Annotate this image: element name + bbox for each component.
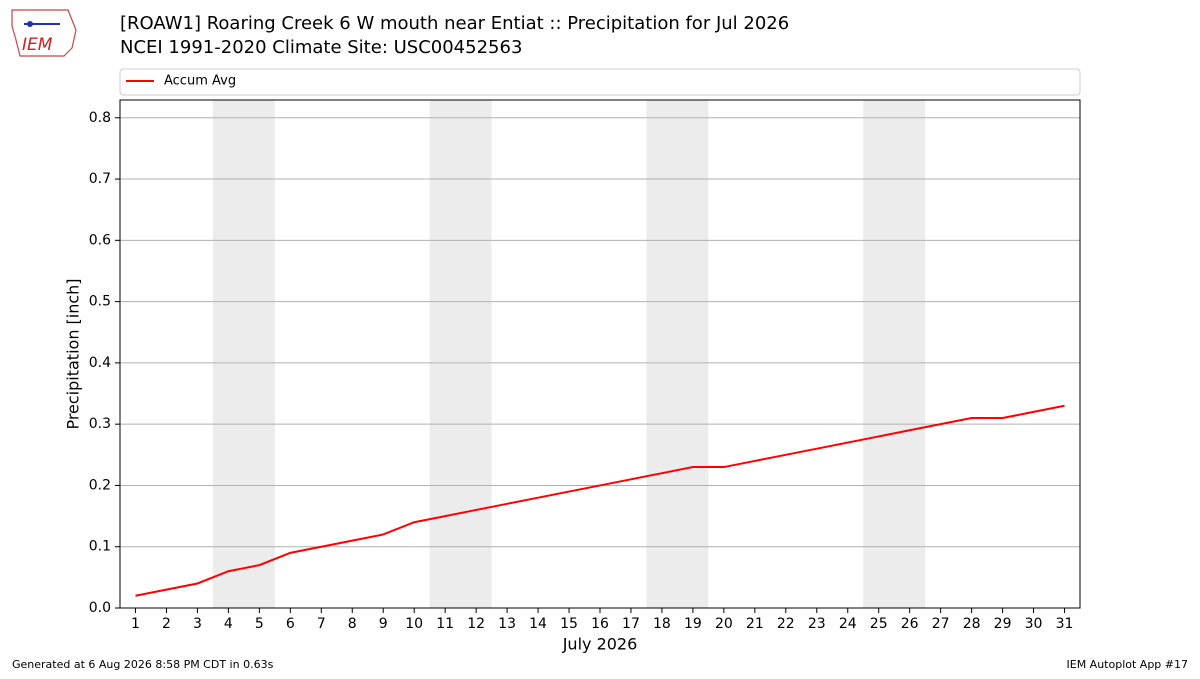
chart-title: [ROAW1] Roaring Creek 6 W mouth near Ent… [120, 13, 789, 34]
x-tick-label: 7 [317, 616, 326, 632]
data-line [135, 404, 1065, 597]
x-tick-label: 4 [224, 616, 233, 632]
x-tick-label: 17 [622, 616, 640, 632]
y-tick-label: 0.7 [89, 171, 111, 187]
x-tick-label: 15 [560, 616, 578, 632]
plot-area: 0.00.10.20.30.40.50.60.70.81 2 3 4 5 6 7 8 9 10 11… [64, 68, 1081, 654]
x-tick-label: 9 [379, 616, 388, 632]
y-axis-label: Precipitation [inch] [64, 278, 83, 429]
x-tick-label: 10 [405, 616, 423, 632]
logo-mark [27, 21, 33, 27]
footer-left: Generated at 6 Aug 2026 8:58 PM CDT in 0… [12, 658, 274, 671]
x-tick-label: 26 [901, 616, 919, 632]
x-tick-label: 29 [994, 616, 1012, 632]
y-tick-label: 0.0 [89, 600, 111, 616]
x-tick-label: 27 [932, 616, 950, 632]
weekend-shade [646, 100, 709, 608]
x-tick-label: 18 [653, 616, 671, 632]
logo: IEM [11, 9, 77, 57]
logo-text: IEM [22, 35, 53, 55]
legend-box [119, 68, 1081, 96]
legend-label: Accum Avg [164, 74, 236, 89]
x-axis-label: July 2026 [562, 635, 638, 654]
y-tick-label: 0.5 [89, 294, 111, 310]
x-tick-label: 14 [529, 616, 547, 632]
weekend-shade [429, 100, 492, 608]
weekend-shade [212, 100, 275, 608]
x-tick-label: 8 [348, 616, 357, 632]
logo-outline [11, 9, 77, 57]
x-tick-label: 11 [436, 616, 454, 632]
x-tick-label: 25 [870, 616, 888, 632]
plot-frame [119, 99, 1081, 609]
x-tick-label: 2 [162, 616, 171, 632]
y-tick-label: 0.3 [89, 416, 111, 432]
x-tick-label: 20 [715, 616, 733, 632]
x-tick-label: 1 [131, 616, 140, 632]
y-tick-label: 0.2 [89, 477, 111, 493]
x-tick-label: 28 [963, 616, 981, 632]
y-tick-label: 0.4 [89, 355, 111, 371]
x-tick-label: 13 [498, 616, 516, 632]
x-tick-label: 5 [255, 616, 264, 632]
x-tick-label: 3 [193, 616, 202, 632]
footer-right: IEM Autoplot App #17 [1067, 658, 1189, 671]
x-tick-label: 21 [746, 616, 764, 632]
weekend-shade [863, 100, 926, 608]
y-tick-label: 0.8 [89, 110, 111, 126]
x-tick-label: 16 [591, 616, 609, 632]
x-tick-label: 22 [777, 616, 795, 632]
x-tick-label: 6 [286, 616, 295, 632]
y-tick-label: 0.1 [89, 539, 111, 555]
x-tick-label: 23 [808, 616, 826, 632]
x-tick-label: 24 [839, 616, 857, 632]
x-tick-label: 19 [684, 616, 702, 632]
chart-subtitle: NCEI 1991-2020 Climate Site: USC00452563 [120, 37, 522, 58]
x-tick-label: 30 [1025, 616, 1043, 632]
y-tick-label: 0.6 [89, 232, 111, 248]
x-tick-label: 31 [1056, 616, 1074, 632]
x-tick-label: 12 [467, 616, 485, 632]
